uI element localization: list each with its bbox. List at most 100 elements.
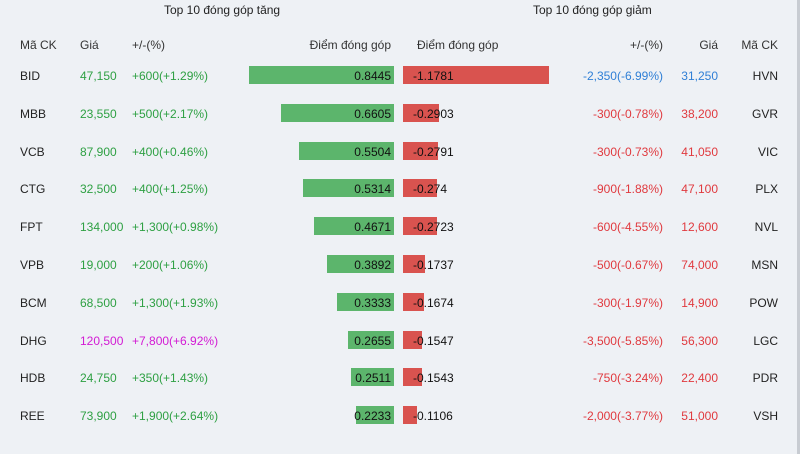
loser-price: 31,250 (681, 69, 718, 83)
gainer-price: 87,900 (80, 144, 117, 159)
loser-code[interactable]: MSN (751, 258, 778, 272)
loser-code[interactable]: LGC (753, 333, 778, 348)
loser-points: -1.1781 (413, 69, 454, 83)
gainer-change: +350(+1.43%) (132, 371, 209, 386)
header-right-change[interactable]: +/-(%) (630, 38, 663, 52)
loser-points: -0.2723 (413, 220, 454, 235)
gainer-code[interactable]: DHG (20, 333, 47, 348)
loser-change: -900(-1.88%) (592, 182, 663, 197)
gainer-code[interactable]: FPT (20, 220, 43, 235)
table-row[interactable]: BID 47,150 +600(+1.29%) 0.8445 -1.1781 -2,350… (0, 66, 800, 86)
table-row[interactable]: BCM 68,500 +1,300(+1.93%) 0.3333 -0.1674 -300… (0, 292, 800, 313)
gainer-code[interactable]: VPB (20, 258, 45, 272)
loser-change: -600(-4.55%) (592, 220, 663, 235)
gainer-price: 47,150 (80, 69, 117, 83)
loser-points: -0.2791 (413, 144, 454, 159)
gainer-change: +1,300(+1.93%) (132, 295, 219, 310)
header-left-change[interactable]: +/-(%) (132, 38, 165, 52)
gainer-code[interactable]: BID (20, 69, 41, 83)
gainer-code[interactable]: REE (20, 409, 45, 424)
loser-change: -3,500(-5.85%) (582, 333, 663, 348)
loser-points: -0.1547 (413, 333, 454, 348)
loser-price: 22,400 (681, 371, 718, 386)
table-row[interactable]: FPT 134,000 +1,300(+0.98%) 0.4671 -0.2723 -60… (0, 217, 800, 237)
loser-bar (403, 255, 425, 273)
gainer-change: +600(+1.29%) (132, 69, 209, 83)
gainer-change: +1,300(+0.98%) (132, 220, 219, 235)
loser-change: -2,350(-6.99%) (582, 69, 663, 83)
loser-price: 56,300 (681, 333, 718, 348)
gainers-title: Top 10 đóng góp tăng (164, 3, 281, 17)
gainer-price: 134,000 (80, 220, 124, 235)
gainer-code[interactable]: BCM (20, 295, 47, 310)
gainer-price: 24,750 (80, 371, 117, 386)
loser-code[interactable]: PLX (755, 182, 778, 197)
gainer-bar (351, 368, 394, 387)
gainer-bar (249, 66, 394, 84)
gainer-points: 0.8445 (354, 69, 391, 83)
gainer-bar (314, 217, 394, 236)
table-row[interactable]: VPB 19,000 +200(+1.06%) 0.3892 -0.1737 -500(-… (0, 255, 800, 275)
gainer-points: 0.2655 (354, 333, 391, 348)
loser-change: -750(-3.24%) (592, 371, 663, 386)
gainer-points: 0.2511 (355, 371, 391, 386)
gainer-price: 120,500 (80, 333, 124, 348)
gainer-bar (337, 292, 394, 311)
gainer-change: +200(+1.06%) (132, 258, 209, 272)
loser-code[interactable]: GVR (751, 106, 778, 121)
losers-title: Top 10 đóng góp giảm (533, 3, 652, 17)
loser-bar (403, 217, 437, 236)
gainer-points: 0.3892 (354, 258, 391, 272)
header-right-code[interactable]: Mã CK (741, 38, 778, 52)
loser-code[interactable]: POW (749, 295, 778, 310)
loser-price: 74,000 (681, 258, 718, 272)
loser-code[interactable]: PDR (752, 371, 778, 386)
loser-change: -500(-0.67%) (592, 258, 663, 272)
header-left-code[interactable]: Mã CK (20, 38, 57, 52)
header-right-price[interactable]: Giá (699, 38, 718, 52)
gainer-bar (356, 406, 394, 425)
loser-code[interactable]: VIC (757, 144, 778, 159)
loser-bar (403, 103, 439, 122)
loser-bar (403, 330, 422, 349)
loser-price: 47,100 (681, 182, 718, 197)
header-left-points[interactable]: Điểm đóng góp (309, 38, 391, 52)
loser-bar (403, 406, 417, 425)
header-right-points[interactable]: Điểm đóng góp (417, 38, 499, 52)
table-row[interactable]: REE 73,900 +1,900(+2.64%) 0.2233 -0.1106 -2,0… (0, 406, 800, 426)
loser-bar (403, 292, 424, 311)
loser-change: -300(-0.78%) (592, 106, 663, 121)
gainer-points: 0.5314 (354, 182, 391, 197)
gainer-code[interactable]: HDB (20, 371, 46, 386)
gainer-bar (327, 255, 394, 273)
loser-price: 41,050 (681, 144, 718, 159)
header-left-price[interactable]: Giá (80, 38, 99, 52)
gainer-code[interactable]: MBB (20, 106, 47, 121)
gainer-bar (299, 141, 394, 160)
gainer-price: 73,900 (80, 409, 117, 424)
loser-bar (403, 141, 438, 160)
gainer-bar (348, 330, 394, 349)
table-row[interactable]: CTG 32,500 +400(+1.25%) 0.5314 -0.274 -900(-1… (0, 179, 800, 199)
gainer-code[interactable]: CTG (20, 182, 46, 197)
loser-points: -0.2903 (413, 106, 454, 121)
gainer-bar (303, 179, 394, 198)
loser-change: -300(-1.97%) (592, 295, 663, 310)
loser-points: -0.1106 (413, 409, 453, 424)
table-row[interactable]: HDB 24,750 +350(+1.43%) 0.2511 -0.1543 -750(-… (0, 368, 800, 388)
loser-price: 12,600 (681, 220, 718, 235)
loser-code[interactable]: NVL (754, 220, 778, 235)
gainer-points: 0.3333 (354, 295, 391, 310)
panel-divider (797, 0, 800, 454)
loser-code[interactable]: VSH (753, 409, 778, 424)
loser-code[interactable]: HVN (752, 69, 778, 83)
loser-change: -300(-0.73%) (592, 144, 663, 159)
loser-bar (403, 368, 422, 387)
loser-points: -0.1674 (413, 295, 454, 310)
gainer-price: 23,550 (80, 106, 117, 121)
table-row[interactable]: DHG 120,500 +7,800(+6.92%) 0.2655 -0.1547 -3,… (0, 330, 800, 351)
table-row[interactable]: MBB 23,550 +500(+2.17%) 0.6605 -0.2903 -300(-… (0, 103, 800, 124)
gainer-code[interactable]: VCB (20, 144, 45, 159)
table-row[interactable]: VCB 87,900 +400(+0.46%) 0.5504 -0.2791 -300(-… (0, 141, 800, 162)
loser-bar (403, 179, 437, 198)
